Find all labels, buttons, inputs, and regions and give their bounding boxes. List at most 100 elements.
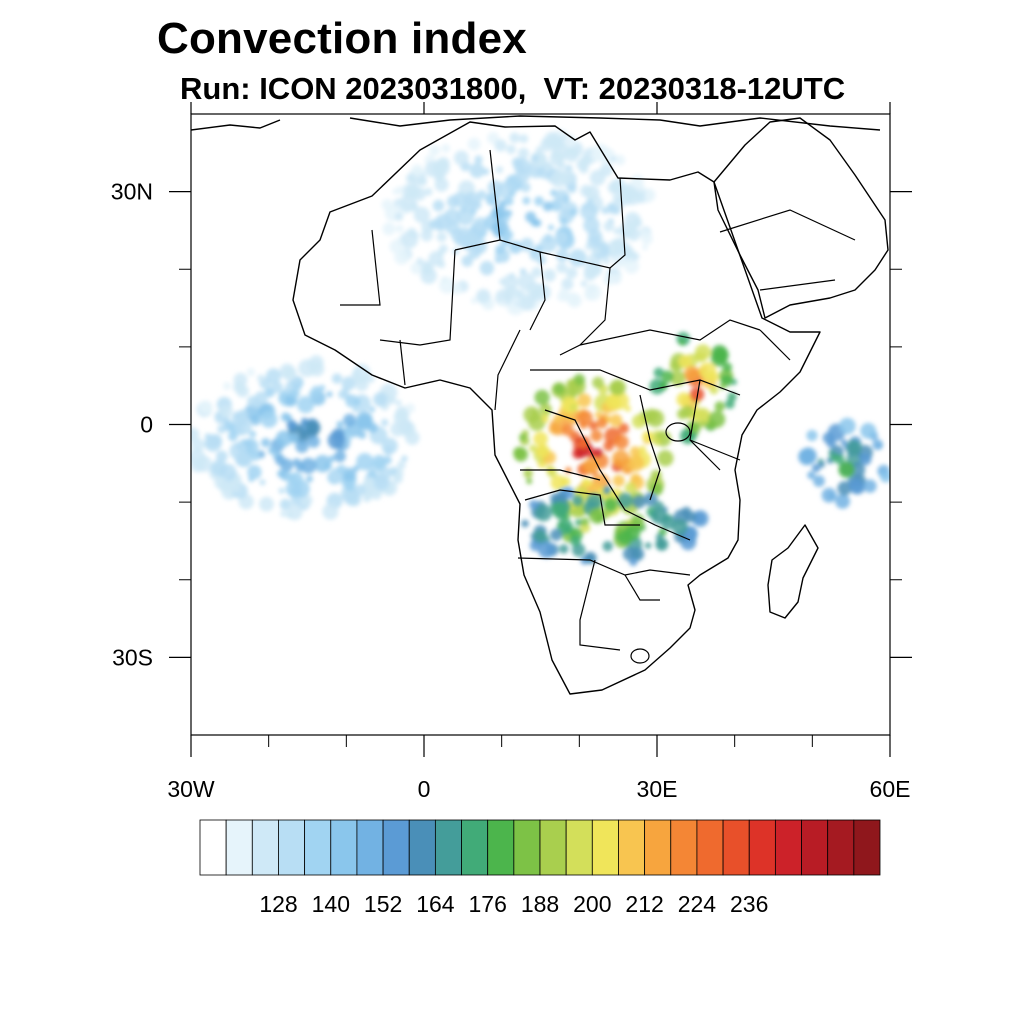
convection-cell [519, 237, 534, 252]
convection-cell [362, 493, 372, 503]
convection-cell [671, 518, 688, 536]
convection-cell [592, 376, 604, 389]
convection-cell [685, 511, 697, 523]
colorbar-swatch [251, 819, 279, 876]
convection-cell [610, 379, 626, 396]
colorbar-swatch [618, 819, 646, 876]
convection-cell [322, 503, 339, 520]
convection-cell [461, 255, 474, 267]
convection-cell [571, 543, 586, 557]
convection-cell [641, 229, 649, 237]
convection-cell [297, 396, 315, 414]
convection-cell [709, 385, 719, 395]
convection-cell [813, 475, 825, 487]
colorbar-swatch [827, 819, 855, 876]
convection-cell [515, 290, 524, 299]
convection-cell [219, 463, 237, 482]
convection-cell [336, 420, 344, 429]
convection-cell [358, 431, 367, 439]
convection-cell [610, 156, 617, 163]
convection-cell [607, 203, 618, 214]
convection-cell [542, 415, 549, 423]
colorbar-label: 200 [573, 891, 611, 917]
convection-cell [580, 517, 589, 526]
convection-cell [436, 231, 447, 243]
convection-cell [373, 474, 390, 491]
convection-cell [277, 469, 285, 478]
convection-cell [227, 431, 238, 442]
convection-cell [341, 386, 349, 395]
convection-cell [549, 151, 565, 167]
colorbar-swatch [487, 819, 515, 876]
convection-cell [811, 463, 821, 473]
convection-cell [724, 399, 735, 409]
convection-cell [509, 132, 520, 144]
convection-cell [457, 227, 472, 242]
convection-cell [632, 495, 646, 509]
convection-cell [818, 461, 825, 468]
convection-cell [313, 455, 332, 473]
colorbar-swatch [461, 819, 489, 876]
convection-cell [334, 450, 346, 463]
convection-cell [286, 504, 303, 521]
convection-cell [469, 162, 485, 179]
convection-cell [636, 193, 646, 204]
convection-cell [429, 145, 441, 156]
convection-cell [268, 446, 276, 455]
convection-cell [699, 362, 717, 380]
convection-cell [292, 377, 301, 386]
convection-cell [473, 217, 488, 232]
convection-cell [694, 344, 711, 361]
convection-cell [559, 287, 569, 298]
convection-cell [533, 219, 542, 227]
convection-cell [561, 424, 574, 436]
convection-cell [235, 418, 252, 436]
convection-cell [519, 433, 527, 441]
convection-cell [537, 541, 556, 559]
convection-cell [492, 205, 507, 220]
convection-cell [642, 244, 649, 251]
convection-cell [257, 374, 265, 383]
convection-cell [548, 134, 558, 145]
convection-cell [513, 447, 529, 462]
convection-cell [577, 393, 592, 408]
convection-cell [291, 479, 310, 498]
convection-cell [638, 445, 647, 454]
convection-cell [657, 450, 674, 467]
convection-cell [357, 414, 373, 431]
convection-cell [570, 535, 581, 547]
convection-cell [236, 384, 250, 398]
convection-cell [424, 187, 433, 196]
convection-cell [573, 373, 586, 386]
convection-cell [249, 430, 257, 438]
convection-cell [564, 147, 579, 163]
convection-cell [462, 191, 481, 210]
convection-cell [798, 448, 816, 466]
convection-cell [684, 366, 700, 382]
chart-subtitle: Run: ICON 2023031800, VT: 20230318-12UTC [180, 71, 846, 106]
convection-cell [285, 414, 293, 422]
convection-cell [208, 434, 223, 448]
convection-cell [620, 229, 630, 239]
convection-cell [381, 199, 394, 211]
convection-cell [420, 267, 438, 285]
convection-cell [495, 244, 506, 255]
convection-cell [250, 415, 261, 426]
convection-cell [596, 417, 608, 429]
convection-cell [318, 384, 326, 392]
convection-cell [559, 217, 568, 226]
colorbar-swatch [434, 819, 462, 876]
colorbar-label: 164 [416, 891, 455, 917]
convection-cell [215, 450, 228, 463]
convection-cell [494, 139, 507, 152]
colorbar-swatch [565, 819, 593, 876]
convection-cell [223, 382, 231, 390]
europe-coastline [349, 115, 881, 131]
convection-cell [522, 196, 531, 205]
convection-cell [282, 366, 297, 381]
convection-cell [699, 420, 707, 428]
convection-cell [859, 453, 872, 466]
convection-cell [612, 474, 625, 487]
coastlines [191, 115, 889, 695]
lon-tick-label: 30E [637, 776, 678, 802]
